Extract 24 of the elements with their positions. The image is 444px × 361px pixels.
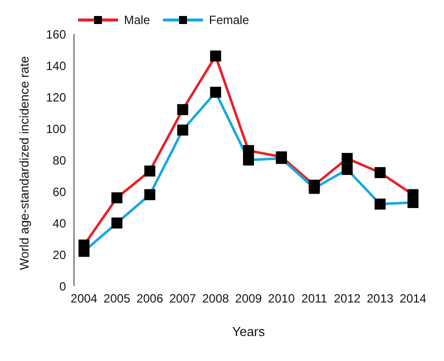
- x-tick-label: 2005: [104, 292, 131, 306]
- x-tick-label: 2009: [235, 292, 262, 306]
- x-tick-label: 2006: [136, 292, 164, 306]
- x-tick-label: 2007: [169, 292, 196, 306]
- y-tick-label: 60: [52, 184, 66, 199]
- y-axis-title: World age-standardized incidence rate: [17, 56, 32, 270]
- x-tick-label: 2004: [70, 292, 98, 306]
- x-tick-label: 2011: [301, 292, 328, 306]
- x-tick-label: 2014: [400, 292, 427, 306]
- x-tick-label: 2010: [268, 292, 296, 306]
- legend-label: Female: [209, 13, 250, 27]
- y-tick-label: 160: [46, 27, 66, 42]
- y-tick-label: 120: [46, 90, 66, 104]
- y-tick-label: 0: [59, 279, 66, 294]
- y-tick-label: 100: [46, 122, 66, 136]
- y-tick-label: 20: [52, 248, 66, 262]
- x-tick-label: 2013: [366, 292, 394, 306]
- y-tick-label: 40: [52, 216, 66, 230]
- x-tick-label: 2008: [202, 292, 230, 306]
- x-tick-label: 2012: [334, 292, 361, 306]
- x-axis-title: Years: [232, 324, 266, 339]
- y-tick-label: 140: [46, 58, 66, 73]
- legend-label: Male: [124, 13, 150, 27]
- y-tick-label: 80: [52, 153, 66, 168]
